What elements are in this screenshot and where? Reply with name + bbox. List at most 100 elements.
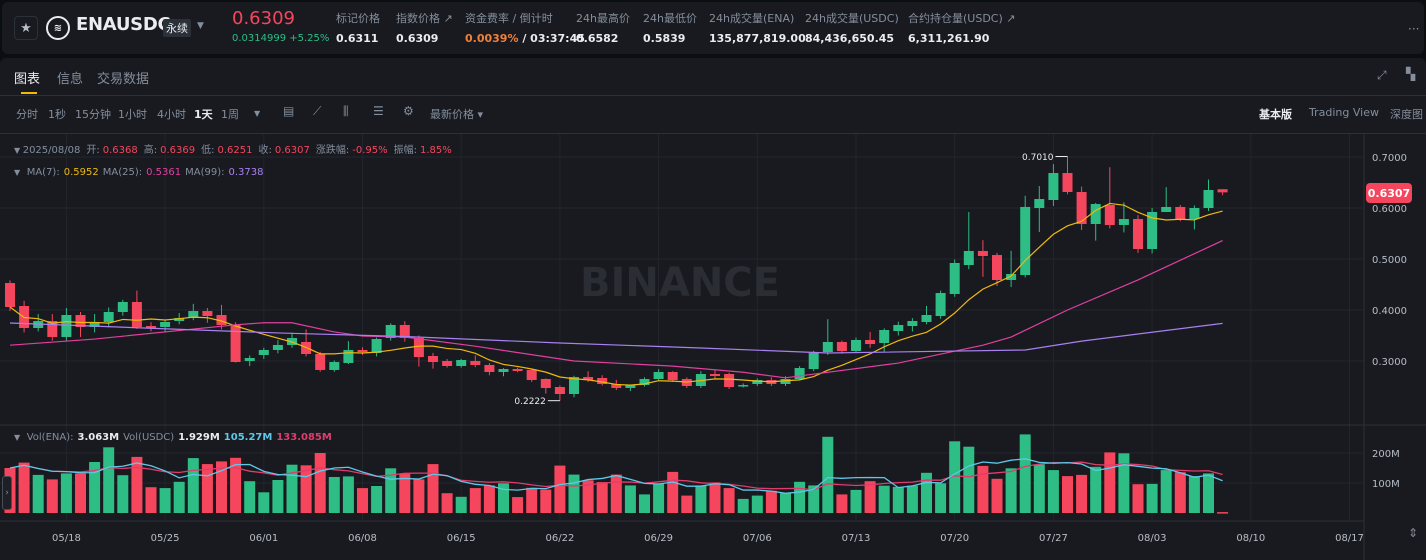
date-tick-label: 08/03 [1138, 533, 1167, 544]
interval-5[interactable]: 1天 [194, 108, 213, 121]
stat-6: 24h成交量(USDC) 84,436,650.45 [805, 10, 899, 45]
stat-value: 0.6582 [576, 32, 630, 45]
volume-bar [1104, 452, 1116, 513]
calendar-icon[interactable]: ▤ [283, 104, 295, 118]
candle-body [131, 301, 142, 327]
candle-body [1104, 204, 1115, 225]
volume-bar [737, 498, 749, 513]
candle-body [371, 339, 382, 353]
volume-bar [103, 447, 115, 513]
stat-value: 0.5839 [643, 32, 697, 45]
candle-body [526, 369, 537, 381]
last-price: 0.6309 [232, 8, 295, 29]
stat-value-text: 0.5839 [643, 32, 686, 45]
interval-3[interactable]: 1小时 [118, 108, 147, 121]
volume-bar [949, 441, 961, 513]
price-tick-label: 0.7000 [1372, 153, 1407, 164]
volume-bar [258, 492, 270, 513]
volume-bar [427, 464, 439, 513]
ohlc-label: 低: [201, 145, 215, 156]
tab-1[interactable]: 信息 [57, 72, 84, 87]
candle-body [1118, 219, 1129, 225]
view-1[interactable]: Trading View [1309, 106, 1379, 119]
date-tick-label: 07/13 [842, 533, 871, 544]
date-tick-label: 05/18 [52, 533, 81, 544]
volume-bar [977, 465, 989, 513]
interval-6[interactable]: 1周 [221, 108, 239, 121]
volume-bar [399, 473, 411, 513]
candle-body [949, 262, 960, 294]
ohlc-value: 1.85% [419, 145, 452, 156]
stat-value: 84,436,650.45 [805, 32, 899, 45]
collapse-chevron-icon[interactable]: ▼ [14, 433, 23, 442]
interval-1[interactable]: 1秒 [48, 108, 66, 121]
symbol-selector[interactable]: ENAUSDC [76, 14, 171, 35]
ma25-line [9, 240, 1223, 379]
draw-line-icon[interactable]: ⟋ [313, 104, 322, 118]
ohlc-value: -0.95% [352, 145, 388, 156]
collapse-chevron-icon[interactable]: ▼ [14, 168, 23, 177]
candle-body [992, 255, 1002, 281]
ma-value: 0.5952 [63, 167, 99, 178]
settings-icon[interactable]: ⚙ [403, 104, 414, 118]
volume-bar [230, 457, 242, 513]
volume-bar [314, 453, 326, 513]
tab-2[interactable]: 交易数据 [97, 72, 150, 87]
candle-body [1062, 173, 1073, 192]
candle-body [865, 339, 876, 345]
interval-0[interactable]: 分时 [16, 108, 38, 121]
candle-body [822, 341, 833, 353]
volume-bar [441, 493, 453, 513]
ohlc-value: 0.6368 [102, 145, 138, 156]
volume-bar [1188, 476, 1200, 513]
volume-bar [1047, 470, 1059, 513]
volume-bar [723, 488, 735, 513]
interval-more-chevron-icon[interactable]: ▼ [254, 109, 261, 118]
interval-2[interactable]: 15分钟 [75, 108, 111, 121]
candle-body [836, 341, 847, 352]
volume-bar [1174, 472, 1186, 513]
candle-body [357, 349, 368, 353]
volume-bar [357, 488, 368, 513]
view-2[interactable]: 深度图 [1390, 108, 1423, 121]
scroll-left-handle[interactable]: › [2, 476, 12, 510]
candle-type-icon[interactable]: ⫼ [343, 104, 349, 118]
vol-label: Vol(ENA): [26, 432, 74, 443]
tab-0[interactable]: 图表 [14, 72, 41, 87]
volume-bar [371, 486, 383, 513]
volume-bar [385, 468, 397, 513]
chevron-down-icon[interactable]: ▼ [197, 21, 204, 31]
indicator-icon[interactable]: ☰ [373, 104, 384, 118]
axis-scale-icon[interactable]: ⇕ [1408, 526, 1419, 540]
date-tick-label: 06/29 [644, 533, 673, 544]
favorite-button[interactable]: ★ [14, 16, 38, 40]
candle-body [752, 380, 763, 385]
volume-bar [413, 479, 425, 513]
price-tick-label: 0.3000 [1372, 357, 1407, 368]
volume-bar [1005, 468, 1017, 513]
collapse-chevron-icon[interactable]: ▼ [14, 146, 23, 155]
stat-label: 合约持仓量(USDC) ↗ [908, 12, 1016, 25]
candle-body [160, 321, 171, 327]
interval-4[interactable]: 4小时 [157, 108, 186, 121]
volume-bar [18, 462, 30, 513]
candle-body [442, 361, 453, 366]
candle-body [315, 354, 326, 370]
date-tick-label: 07/20 [940, 533, 969, 544]
candle-body [738, 385, 749, 387]
volume-bar [864, 481, 876, 513]
volume-bar [1118, 453, 1130, 513]
view-0[interactable]: 基本版 [1259, 108, 1292, 121]
volume-bar [765, 490, 777, 513]
fullscreen-icon[interactable]: ⤢ [1377, 68, 1387, 82]
candle-body [540, 379, 551, 388]
candle-body [512, 369, 523, 371]
stat-value-text: 0.6311 [336, 32, 379, 45]
layout-grid-icon[interactable]: ▚ [1406, 67, 1416, 81]
price-type-select[interactable]: 最新价格 ▾ [430, 108, 484, 121]
candle-body [399, 324, 410, 338]
volume-bar [89, 462, 101, 513]
more-icon[interactable]: ··· [1408, 22, 1420, 36]
change-abs: 0.0314999 [232, 33, 287, 44]
